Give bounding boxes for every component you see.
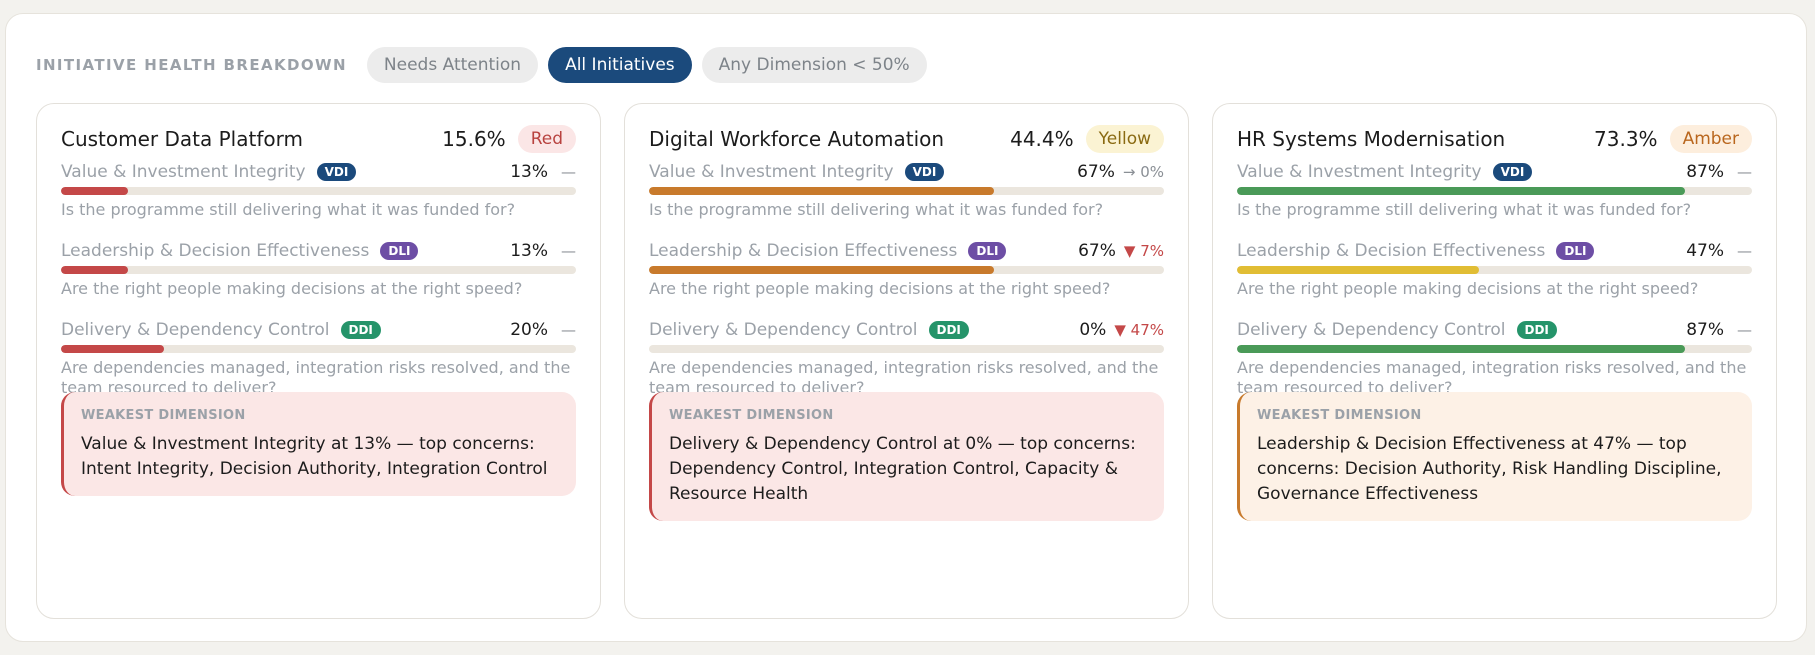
dimension-dli: Leadership & Decision Effectiveness DLI …: [649, 238, 1164, 317]
dimension-percent: 13%: [510, 162, 548, 182]
dimension-question: Is the programme still delivering what i…: [649, 200, 1104, 219]
dimension-percent: 67%: [1077, 162, 1115, 182]
weakest-dimension-text: Value & Investment Integrity at 13% — to…: [81, 434, 548, 479]
dimension-trend: —: [561, 163, 576, 181]
initiative-health-panel: INITIATIVE HEALTH BREAKDOWN Needs Attent…: [5, 13, 1807, 642]
dimension-tag: DLI: [968, 242, 1007, 260]
dimension-question: Is the programme still delivering what i…: [1237, 200, 1692, 219]
initiative-card[interactable]: Customer Data Platform 15.6% Red Value &…: [36, 103, 601, 619]
dimension-progress-fill: [649, 266, 995, 274]
rag-status-badge: Yellow: [1085, 125, 1164, 153]
dimension-progress-bar: [1237, 187, 1752, 195]
dimension-progress-fill: [1237, 266, 1480, 274]
dimension-question: Are the right people making decisions at…: [649, 279, 1111, 298]
dimension-label: Delivery & Dependency Control: [649, 320, 918, 340]
dimension-progress-fill: [61, 187, 128, 195]
dimension-question: Are the right people making decisions at…: [61, 279, 523, 298]
dimension-percent: 47%: [1686, 241, 1724, 261]
dimension-progress-fill: [1237, 345, 1686, 353]
dimension-progress-bar: [1237, 345, 1752, 353]
initiative-score: 44.4%: [1010, 127, 1074, 151]
dimension-percent: 87%: [1686, 320, 1724, 340]
dimension-percent: 20%: [510, 320, 548, 340]
dimension-vdi: Value & Investment Integrity VDI 67% → 0…: [649, 159, 1164, 238]
dimension-trend: ▼ 47%: [1114, 321, 1164, 339]
initiative-card[interactable]: Digital Workforce Automation 44.4% Yello…: [624, 103, 1189, 619]
weakest-dimension-title: WEAKEST DIMENSION: [1257, 408, 1422, 423]
dimension-percent: 87%: [1686, 162, 1724, 182]
dimension-tag: DDI: [1516, 321, 1557, 339]
filter-all-initiatives[interactable]: All Initiatives: [548, 47, 692, 83]
section-title: INITIATIVE HEALTH BREAKDOWN: [36, 56, 347, 74]
initiative-name: HR Systems Modernisation: [1237, 127, 1506, 151]
initiative-score: 73.3%: [1594, 127, 1658, 151]
dimension-tag: DLI: [380, 242, 419, 260]
dimension-vdi: Value & Investment Integrity VDI 13% — I…: [61, 159, 576, 238]
dimension-progress-fill: [649, 187, 995, 195]
dimension-tag: VDI: [1492, 163, 1533, 181]
dimension-progress-bar: [61, 266, 576, 274]
dimension-question: Is the programme still delivering what i…: [61, 200, 516, 219]
dimension-tag: DLI: [1556, 242, 1595, 260]
initiative-name: Customer Data Platform: [61, 127, 303, 151]
weakest-dimension-callout: WEAKEST DIMENSION Value & Investment Int…: [61, 392, 576, 496]
dimension-percent: 0%: [1079, 320, 1107, 340]
dimension-progress-fill: [61, 345, 164, 353]
dimension-trend: —: [1737, 163, 1752, 181]
dimension-dli: Leadership & Decision Effectiveness DLI …: [61, 238, 576, 317]
dimension-percent: 67%: [1078, 241, 1116, 261]
dimension-ddi: Delivery & Dependency Control DDI 0% ▼ 4…: [649, 317, 1164, 397]
weakest-dimension-callout: WEAKEST DIMENSION Leadership & Decision …: [1237, 392, 1752, 521]
dimension-label: Leadership & Decision Effectiveness: [649, 241, 958, 261]
dimension-trend: ▼ 7%: [1123, 242, 1164, 260]
dimension-tag: DDI: [340, 321, 381, 339]
filter-any-dimension-below-50[interactable]: Any Dimension < 50%: [701, 47, 927, 83]
dimension-trend: —: [561, 242, 576, 260]
dimension-progress-bar: [1237, 266, 1752, 274]
dimension-ddi: Delivery & Dependency Control DDI 87% — …: [1237, 317, 1752, 397]
filter-needs-attention[interactable]: Needs Attention: [366, 47, 539, 83]
dimension-label: Value & Investment Integrity: [1237, 162, 1482, 182]
initiative-card[interactable]: HR Systems Modernisation 73.3% Amber Val…: [1212, 103, 1777, 619]
dimension-progress-bar: [61, 187, 576, 195]
weakest-dimension-title: WEAKEST DIMENSION: [669, 408, 834, 423]
weakest-dimension-callout: WEAKEST DIMENSION Delivery & Dependency …: [649, 392, 1164, 521]
dimension-progress-bar: [649, 345, 1164, 353]
dimension-progress-bar: [649, 266, 1164, 274]
weakest-dimension-text: Delivery & Dependency Control at 0% — to…: [669, 434, 1136, 504]
dimension-trend: —: [1737, 321, 1752, 339]
dimension-label: Leadership & Decision Effectiveness: [1237, 241, 1546, 261]
initiative-cards: Customer Data Platform 15.6% Red Value &…: [36, 103, 1777, 619]
dimension-progress-fill: [1237, 187, 1686, 195]
panel-header: INITIATIVE HEALTH BREAKDOWN Needs Attent…: [36, 42, 937, 88]
dimension-tag: VDI: [316, 163, 357, 181]
rag-status-badge: Red: [517, 125, 576, 153]
dimension-dli: Leadership & Decision Effectiveness DLI …: [1237, 238, 1752, 317]
dimension-label: Delivery & Dependency Control: [1237, 320, 1506, 340]
dimension-question: Are the right people making decisions at…: [1237, 279, 1699, 298]
dimension-trend: —: [1737, 242, 1752, 260]
dimension-trend: —: [561, 321, 576, 339]
rag-status-badge: Amber: [1669, 125, 1752, 153]
dimension-label: Value & Investment Integrity: [649, 162, 894, 182]
dimension-label: Delivery & Dependency Control: [61, 320, 330, 340]
dimension-tag: DDI: [928, 321, 969, 339]
dimension-progress-bar: [61, 345, 576, 353]
dimension-tag: VDI: [904, 163, 945, 181]
initiative-score: 15.6%: [442, 127, 506, 151]
dimension-percent: 13%: [510, 241, 548, 261]
weakest-dimension-title: WEAKEST DIMENSION: [81, 408, 246, 423]
dimension-ddi: Delivery & Dependency Control DDI 20% — …: [61, 317, 576, 397]
dimension-vdi: Value & Investment Integrity VDI 87% — I…: [1237, 159, 1752, 238]
dimension-trend: → 0%: [1122, 163, 1164, 181]
dimension-label: Leadership & Decision Effectiveness: [61, 241, 370, 261]
dimension-label: Value & Investment Integrity: [61, 162, 306, 182]
dimension-progress-bar: [649, 187, 1164, 195]
dimension-progress-fill: [61, 266, 128, 274]
weakest-dimension-text: Leadership & Decision Effectiveness at 4…: [1257, 434, 1722, 504]
initiative-name: Digital Workforce Automation: [649, 127, 945, 151]
